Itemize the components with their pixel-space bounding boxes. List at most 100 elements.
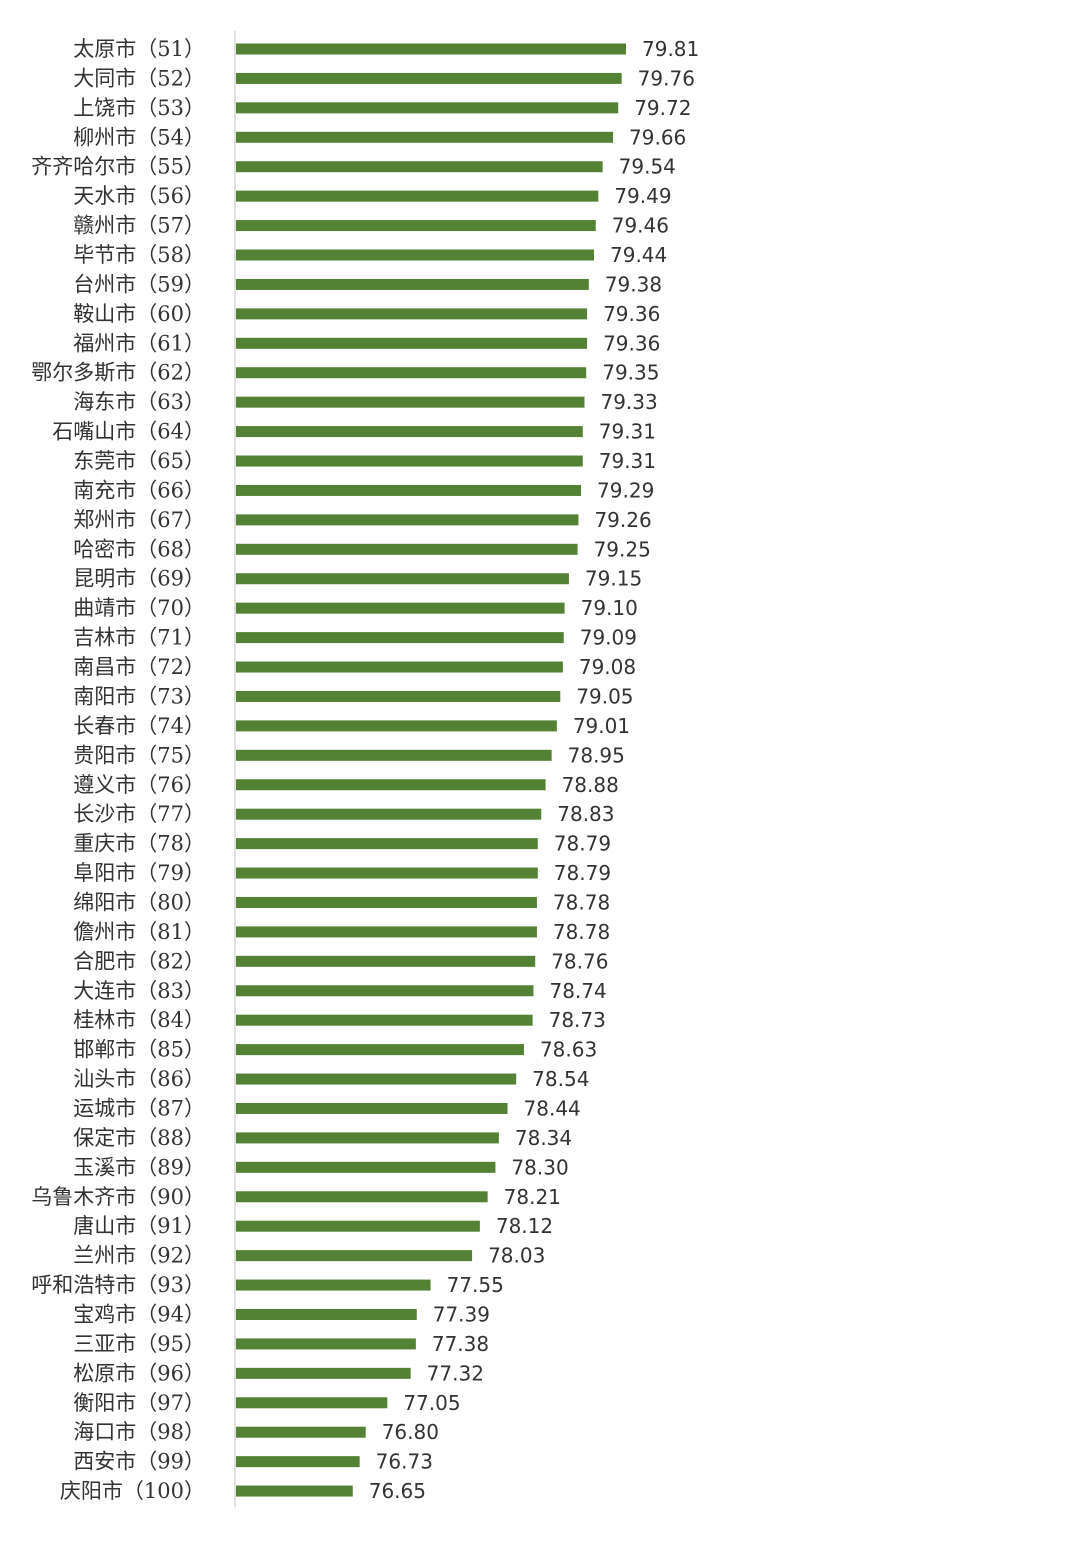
category-label: 运城市（87） — [73, 1096, 205, 1120]
bar — [236, 632, 564, 644]
value-label: 77.38 — [432, 1332, 489, 1356]
value-label: 79.05 — [576, 684, 633, 708]
value-label: 78.73 — [549, 1008, 606, 1032]
category-label: 大连市（83） — [73, 979, 205, 1003]
category-label: 合肥市（82） — [73, 949, 205, 973]
value-label: 78.83 — [557, 802, 614, 826]
bar — [236, 749, 552, 761]
value-label: 78.12 — [496, 1214, 553, 1238]
value-label: 78.34 — [515, 1126, 572, 1150]
category-label: 绵阳市（80） — [73, 890, 205, 914]
bar — [236, 602, 565, 614]
category-label: 阜阳市（79） — [73, 861, 205, 885]
value-label: 79.44 — [610, 243, 667, 267]
category-label: 贵阳市（75） — [73, 743, 205, 767]
bar — [236, 1191, 488, 1203]
value-label: 78.63 — [540, 1038, 597, 1062]
category-label: 保定市（88） — [73, 1126, 205, 1150]
value-label: 78.95 — [568, 743, 625, 767]
value-label: 79.25 — [594, 537, 651, 561]
bar — [236, 396, 585, 408]
value-label: 78.88 — [562, 773, 619, 797]
category-label: 唐山市（91） — [73, 1214, 205, 1238]
category-label: 曲靖市（70） — [73, 596, 205, 620]
category-label: 松原市（96） — [73, 1361, 205, 1385]
value-label: 77.55 — [447, 1273, 504, 1297]
bar — [236, 985, 534, 997]
category-label: 衡阳市（97） — [73, 1391, 205, 1415]
category-label: 天水市（56） — [73, 184, 205, 208]
value-label: 78.03 — [488, 1244, 545, 1268]
bar — [236, 1220, 480, 1232]
value-label: 79.66 — [629, 125, 686, 149]
bar — [236, 249, 595, 261]
bar — [236, 367, 587, 379]
bar — [236, 308, 588, 320]
value-label: 79.33 — [600, 390, 657, 414]
category-label: 福州市（61） — [73, 331, 205, 355]
value-label: 79.26 — [594, 508, 651, 532]
category-label: 郑州市（67） — [73, 508, 205, 532]
category-label: 长沙市（77） — [73, 802, 205, 826]
bar — [236, 131, 614, 143]
bar — [236, 220, 596, 232]
bar — [236, 102, 619, 114]
bar — [236, 808, 542, 820]
bar — [236, 720, 557, 732]
bar — [236, 573, 569, 585]
category-label: 赣州市（57） — [73, 214, 205, 238]
bar — [236, 926, 537, 938]
bar — [236, 1456, 360, 1468]
category-label: 长春市（74） — [73, 714, 205, 738]
category-label: 柳州市（54） — [73, 125, 205, 149]
category-label: 鞍山市（60） — [73, 302, 205, 326]
bar — [236, 484, 582, 496]
category-label: 南阳市（73） — [73, 684, 205, 708]
bar — [236, 1102, 508, 1114]
bar — [236, 1073, 517, 1085]
category-label: 大同市（52） — [73, 66, 205, 90]
bar — [236, 514, 579, 526]
value-label: 79.36 — [603, 302, 660, 326]
category-label: 昆明市（69） — [73, 567, 205, 591]
bar — [236, 1132, 499, 1144]
value-label: 79.81 — [642, 37, 699, 61]
bar — [236, 1044, 524, 1056]
value-label: 78.79 — [554, 861, 611, 885]
bar — [236, 1014, 533, 1026]
bar — [236, 72, 622, 84]
category-label: 鄂尔多斯市（62） — [31, 361, 205, 385]
category-label: 邯郸市（85） — [73, 1038, 205, 1062]
value-label: 79.29 — [597, 478, 654, 502]
category-label: 齐齐哈尔市（55） — [31, 155, 205, 179]
value-label: 78.78 — [553, 890, 610, 914]
category-label: 汕头市（86） — [73, 1067, 205, 1091]
bar — [236, 455, 583, 467]
category-label: 太原市（51） — [73, 37, 205, 61]
bar — [236, 867, 538, 879]
bar — [236, 779, 546, 791]
bar — [236, 426, 583, 438]
bar — [236, 1367, 411, 1379]
category-label: 重庆市（78） — [73, 832, 205, 856]
value-label: 79.10 — [581, 596, 638, 620]
value-label: 78.54 — [532, 1067, 589, 1091]
category-label: 庆阳市（100） — [60, 1479, 205, 1503]
bar — [236, 1279, 431, 1291]
value-label: 78.79 — [554, 832, 611, 856]
category-label: 海口市（98） — [73, 1420, 205, 1444]
value-label: 79.31 — [599, 420, 656, 444]
value-label: 77.32 — [427, 1361, 484, 1385]
category-label: 上饶市（53） — [73, 96, 205, 120]
category-label: 乌鲁木齐市（90） — [31, 1185, 205, 1209]
value-label: 78.78 — [553, 920, 610, 944]
value-label: 78.44 — [524, 1096, 581, 1120]
bar — [236, 1426, 366, 1438]
category-label: 三亚市（95） — [73, 1332, 205, 1356]
bar — [236, 1250, 473, 1262]
value-label: 78.30 — [511, 1155, 568, 1179]
value-label: 77.05 — [403, 1391, 460, 1415]
value-label: 79.31 — [599, 449, 656, 473]
